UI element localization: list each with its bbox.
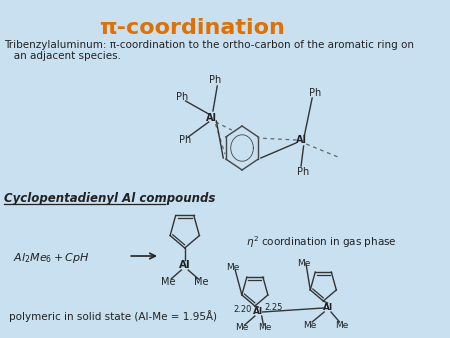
Text: Al: Al (179, 260, 190, 270)
Text: Al: Al (253, 308, 263, 316)
Text: Me: Me (303, 320, 316, 330)
Text: Ph: Ph (309, 88, 321, 98)
Text: Me: Me (335, 320, 349, 330)
Text: Tribenzylaluminum: π-coordination to the ortho-carbon of the aromatic ring on: Tribenzylaluminum: π-coordination to the… (4, 40, 414, 50)
Text: Al: Al (206, 113, 217, 123)
Text: Ph: Ph (176, 92, 188, 102)
Text: $\eta^2$ coordination in gas phase: $\eta^2$ coordination in gas phase (246, 234, 397, 250)
Text: Ph: Ph (179, 135, 191, 145)
Text: 2.20: 2.20 (234, 305, 252, 314)
Text: Me: Me (161, 277, 176, 287)
Text: Me: Me (297, 259, 310, 267)
Text: Ph: Ph (209, 75, 222, 85)
Text: 2.25: 2.25 (265, 304, 283, 313)
Text: Al: Al (296, 135, 306, 145)
Text: Me: Me (258, 323, 272, 333)
Text: Me: Me (194, 277, 208, 287)
Text: Al: Al (323, 304, 333, 313)
Text: Me: Me (235, 323, 249, 333)
Text: polymeric in solid state (Al-Me = 1.95Å): polymeric in solid state (Al-Me = 1.95Å) (9, 310, 216, 322)
Text: an adjacent species.: an adjacent species. (4, 51, 122, 61)
Text: Me: Me (226, 264, 239, 272)
Text: Cyclopentadienyl Al compounds: Cyclopentadienyl Al compounds (4, 192, 216, 205)
Text: π-coordination: π-coordination (99, 18, 285, 38)
Text: $Al_2Me_6 + CpH$: $Al_2Me_6 + CpH$ (13, 251, 90, 265)
Text: Ph: Ph (297, 167, 310, 177)
